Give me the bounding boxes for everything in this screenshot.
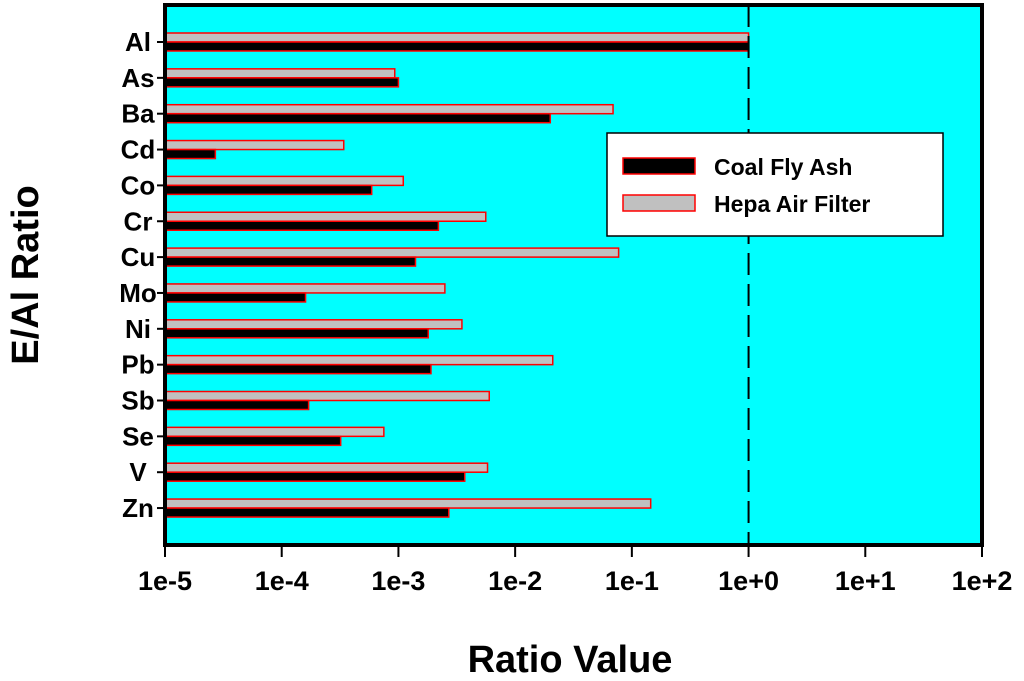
x-tick-label: 1e+0 (718, 566, 779, 596)
category-label: Cu (121, 242, 156, 272)
category-label: V (129, 457, 147, 487)
bar-al-hepa-air-filter (165, 32, 750, 43)
bar-as-coal-fly-ash (165, 77, 400, 88)
bar-ni-hepa-air-filter (165, 319, 463, 330)
bar-cr-coal-fly-ash (165, 220, 440, 231)
bar-v-hepa-air-filter (165, 462, 489, 473)
x-axis-title: Ratio Value (468, 639, 673, 681)
bar-cd-hepa-air-filter (165, 139, 345, 151)
bar-as-hepa-air-filter (165, 68, 396, 79)
legend-swatch-coal-fly-ash (622, 157, 696, 175)
x-tick-label: 1e-2 (488, 566, 542, 596)
bar-mo-coal-fly-ash (165, 292, 307, 303)
category-label: Ni (125, 314, 151, 344)
legend-label-hepa-air-filter: Hepa Air Filter (714, 191, 870, 217)
bar-cr-hepa-air-filter (165, 211, 487, 222)
legend-label-coal-fly-ash: Coal Fly Ash (714, 154, 852, 180)
category-label: Al (125, 27, 151, 57)
legend-swatch-hepa-air-filter (622, 194, 696, 212)
x-tick-label: 1e-1 (605, 566, 659, 596)
bar-se-coal-fly-ash (165, 435, 342, 447)
bar-cu-coal-fly-ash (165, 256, 417, 267)
legend: Coal Fly Ash Hepa Air Filter (606, 132, 944, 237)
bar-cd-coal-fly-ash (165, 148, 217, 160)
category-label: Ba (121, 99, 155, 129)
bar-al-coal-fly-ash (165, 41, 750, 52)
bar-co-hepa-air-filter (165, 175, 405, 187)
category-label: Se (122, 421, 154, 451)
bar-pb-hepa-air-filter (165, 354, 554, 366)
bar-sb-coal-fly-ash (165, 399, 310, 411)
bar-ni-coal-fly-ash (165, 328, 429, 339)
category-label: Pb (121, 350, 154, 380)
category-label: Zn (122, 493, 154, 523)
x-tick-label: 1e-4 (255, 566, 309, 596)
bar-ba-hepa-air-filter (165, 103, 614, 115)
x-tick-label: 1e+2 (952, 566, 1013, 596)
bar-cu-hepa-air-filter (165, 247, 620, 258)
legend-box (606, 132, 944, 237)
category-label: Mo (119, 278, 157, 308)
bar-se-hepa-air-filter (165, 426, 385, 438)
bar-zn-hepa-air-filter (165, 498, 652, 509)
category-label: Cd (121, 135, 156, 165)
bar-pb-coal-fly-ash (165, 363, 432, 375)
bar-co-coal-fly-ash (165, 184, 373, 196)
category-label: Sb (121, 386, 154, 416)
bar-zn-coal-fly-ash (165, 507, 450, 518)
y-axis-title: E/Al Ratio (5, 185, 47, 364)
x-tick-label: 1e+1 (835, 566, 896, 596)
plot-area (165, 5, 982, 545)
category-label: Cr (124, 206, 153, 236)
x-tick-label: 1e-5 (138, 566, 192, 596)
bar-ba-coal-fly-ash (165, 112, 552, 124)
x-tick-label: 1e-3 (371, 566, 425, 596)
category-label: Co (121, 170, 156, 200)
bar-mo-hepa-air-filter (165, 283, 446, 294)
category-label: As (121, 63, 154, 93)
bar-sb-hepa-air-filter (165, 390, 490, 402)
bar-v-coal-fly-ash (165, 471, 466, 482)
plot-frame (163, 3, 984, 547)
